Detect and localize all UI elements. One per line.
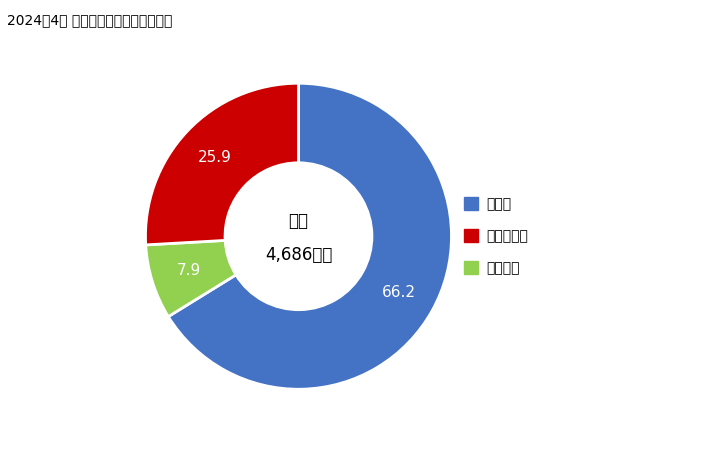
Wedge shape	[146, 240, 236, 317]
Text: 総額: 総額	[288, 212, 309, 230]
Wedge shape	[168, 83, 451, 389]
Text: 7.9: 7.9	[177, 263, 201, 278]
Legend: トルコ, マケドニア, ギリシャ: トルコ, マケドニア, ギリシャ	[459, 192, 534, 281]
Text: 2024年4月 輸入相手国のシェア（％）: 2024年4月 輸入相手国のシェア（％）	[7, 14, 173, 27]
Text: 25.9: 25.9	[198, 150, 232, 165]
Wedge shape	[146, 83, 298, 245]
Text: 66.2: 66.2	[381, 285, 416, 300]
Text: 4,686万円: 4,686万円	[265, 246, 332, 264]
